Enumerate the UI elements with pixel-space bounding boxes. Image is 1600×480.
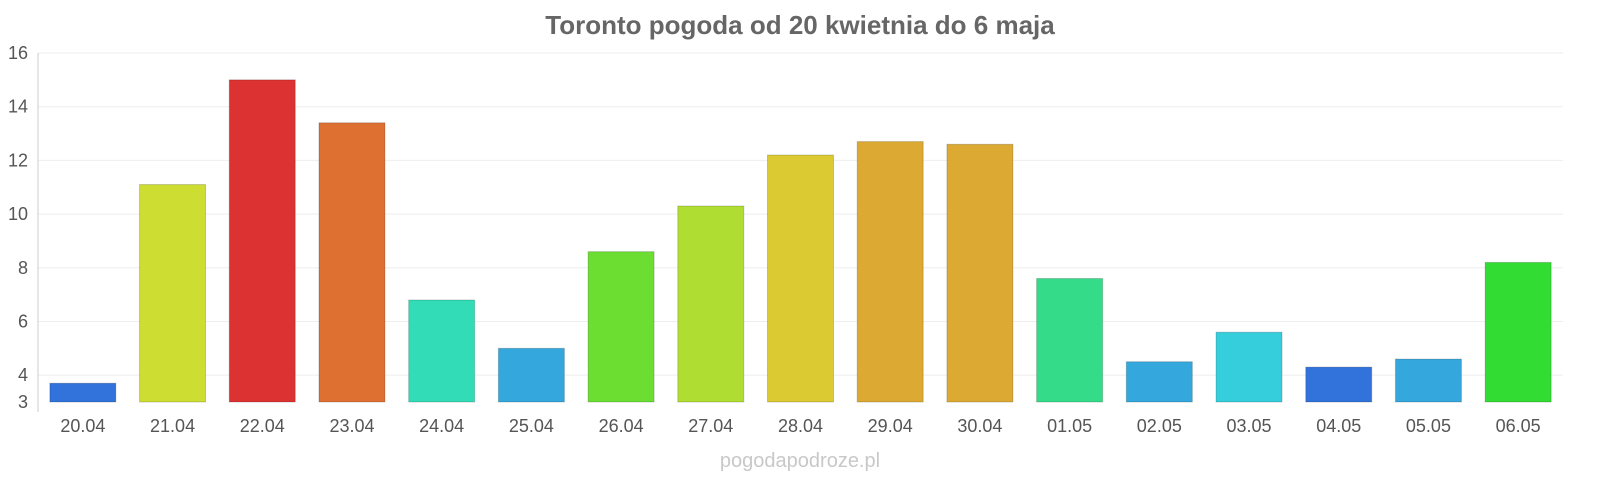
x-tick-label: 26.04 (599, 416, 644, 436)
x-tick-label: 05.05 (1406, 416, 1451, 436)
x-tick-label: 04.05 (1316, 416, 1361, 436)
bar-30.04 (946, 143, 1014, 403)
bar-22.04 (228, 79, 296, 403)
bar-03.05 (1215, 331, 1283, 403)
x-tick-label: 21.04 (150, 416, 195, 436)
y-axis: 3 4 6 8 10 12 14 16 (8, 43, 39, 412)
bars (49, 79, 1552, 403)
x-tick-label: 28.04 (778, 416, 823, 436)
x-tick-label: 01.05 (1047, 416, 1092, 436)
y-tick-label: 14 (8, 97, 28, 117)
bar-28.04 (767, 154, 834, 403)
bar-05.05 (1394, 358, 1462, 403)
y-tick-label: 16 (8, 43, 28, 63)
y-tick-label: 3 (18, 392, 28, 412)
bar-06.05 (1484, 261, 1552, 403)
x-tick-label: 29.04 (868, 416, 913, 436)
x-tick-label: 03.05 (1227, 416, 1272, 436)
watermark: pogodapodroze.pl (719, 450, 881, 472)
x-tick-label: 22.04 (240, 416, 285, 436)
x-axis: 20.04 21.04 22.04 23.04 24.04 25.04 26.04 27.04… (60, 416, 1540, 436)
bar-26.04 (587, 251, 655, 403)
y-tick-label: 4 (18, 365, 28, 385)
bar-27.04 (677, 205, 745, 403)
x-tick-label: 23.04 (329, 416, 374, 436)
y-tick-label: 12 (8, 150, 28, 170)
bar-29.04 (856, 141, 924, 403)
bar-20.04 (49, 382, 117, 403)
x-tick-label: 25.04 (509, 416, 554, 436)
x-tick-label: 06.05 (1496, 416, 1541, 436)
bar-25.04 (497, 347, 565, 403)
chart-title: Toronto pogoda od 20 kwietnia do 6 maja (545, 10, 1055, 40)
bar-02.05 (1125, 361, 1193, 403)
x-tick-label: 02.05 (1137, 416, 1182, 436)
y-tick-label: 8 (18, 258, 28, 278)
bar-24.04 (408, 299, 476, 403)
x-tick-label: 27.04 (688, 416, 733, 436)
x-tick-label: 30.04 (957, 416, 1002, 436)
y-tick-label: 10 (8, 204, 28, 224)
bar-04.05 (1305, 366, 1373, 403)
y-tick-label: 6 (18, 311, 28, 331)
bar-23.04 (318, 122, 386, 403)
bar-21.04 (139, 184, 207, 403)
x-tick-label: 24.04 (419, 416, 464, 436)
x-tick-label: 20.04 (60, 416, 105, 436)
bar-01.05 (1036, 278, 1104, 403)
